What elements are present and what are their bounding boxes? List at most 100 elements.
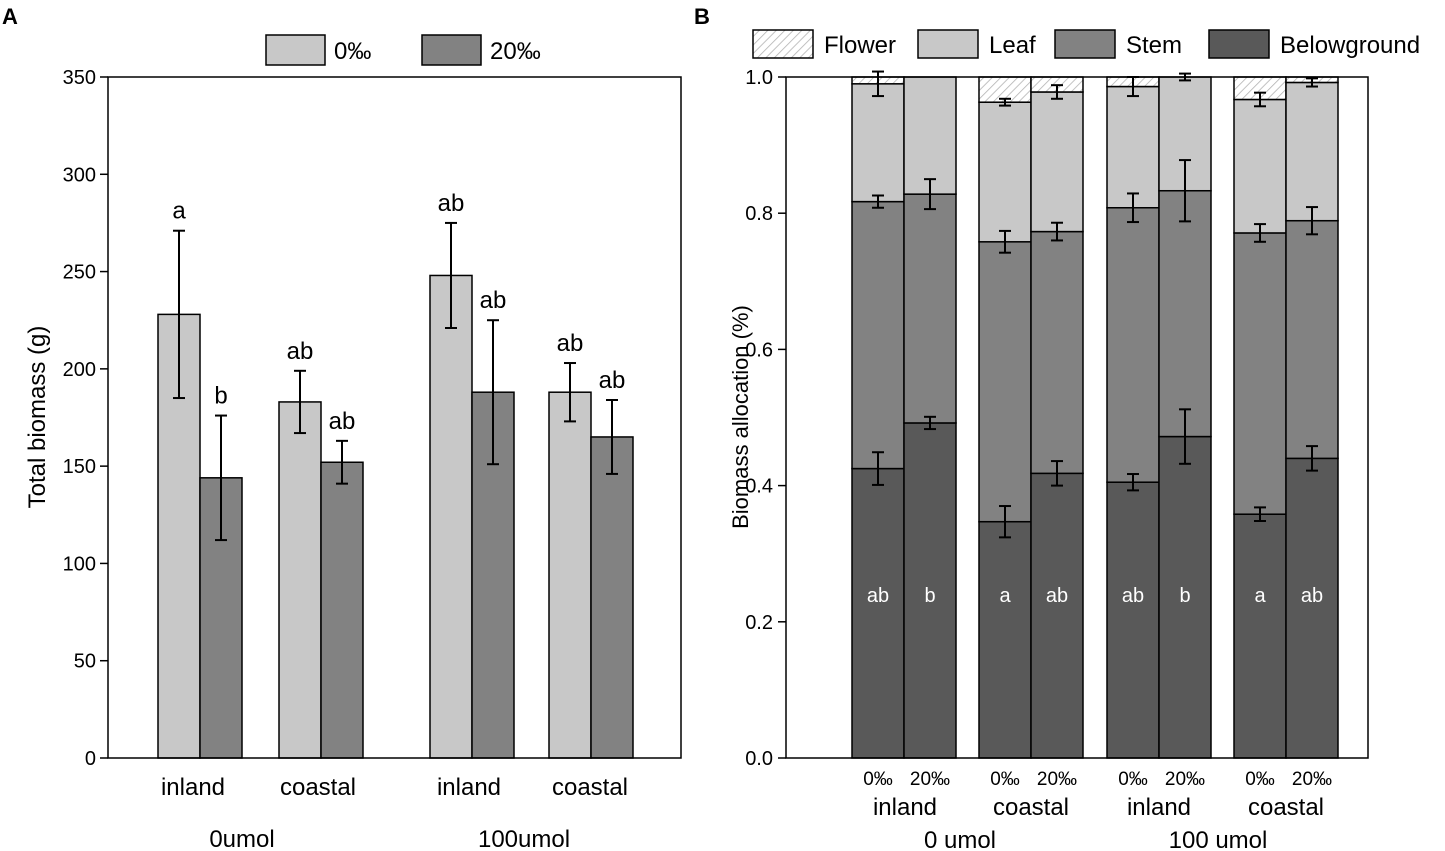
panel-a-y-tick-label-5: 250: [63, 262, 96, 284]
panel-a-x-label-coastal-0umol: coastal: [280, 774, 356, 801]
panel-a-letter-s1-c0: b: [214, 383, 227, 410]
panel-a-letter-s0-c1: ab: [287, 338, 314, 365]
panel-b-letter-0: ab: [867, 585, 889, 607]
panel-b-bar-7-leaf: [1285, 81, 1339, 222]
panel-b-bar-0-stem: [851, 200, 905, 470]
panel-a-letter-s0-c2: ab: [438, 190, 465, 217]
panel-b-bar-label-2: 0‰: [990, 769, 1020, 790]
panel-a-letter-s1-c2: ab: [480, 287, 507, 314]
panel-b-bar-3-stem: [1030, 230, 1084, 475]
panel-b-y-tick-label-5: 1.0: [745, 67, 773, 89]
panel-b-x-axis-labels: inland coastal inland coastal 0 umol 100…: [873, 794, 1324, 851]
panel-a-bars: [157, 274, 634, 759]
panel-b-letter-3: ab: [1046, 585, 1068, 607]
panel-a-y-tick-label-6: 300: [63, 164, 96, 186]
panel-b-bar-6-belowground: [1233, 513, 1287, 759]
panel-a-y-tick-label-1: 50: [74, 651, 96, 673]
panel-b-y-tick-label-3: 0.6: [745, 339, 773, 361]
panel-b-bar-6-leaf: [1233, 98, 1287, 234]
legend-swatch-stem: [1054, 29, 1116, 59]
legend-swatch-20-permil: [421, 34, 482, 66]
panel-b-legend: Flower Leaf Stem Belowground: [752, 29, 1420, 59]
panel-a-y-tick-label-3: 150: [63, 456, 96, 478]
legend-label-20-permil: 20‰: [490, 38, 541, 65]
panel-b-letter-5: b: [1179, 585, 1190, 607]
panel-b-bar-5-belowground: [1158, 435, 1212, 759]
panel-b-x-label-inland-0umol: inland: [873, 794, 937, 821]
panel-b-bar-3-leaf: [1030, 91, 1084, 233]
panel-b-bar-label-1: 20‰: [910, 769, 950, 790]
panel-b-x-label-coastal-0umol: coastal: [993, 794, 1069, 821]
panel-b-letter-6: a: [1254, 585, 1266, 607]
legend-swatch-leaf: [917, 29, 979, 59]
panel-b-bar-1-stem: [903, 193, 957, 424]
panel-b-bar-label-7: 20‰: [1292, 769, 1332, 790]
panel-b-bar-4-stem: [1106, 207, 1160, 483]
legend-label-0-permil: 0‰: [334, 38, 371, 65]
panel-b-bar-labels: 0‰ 20‰ 0‰ 20‰ 0‰ 20‰ 0‰ 20‰: [863, 769, 1332, 790]
panel-b-y-ticks: 0.0 0.2 0.4 0.6 0.8 1.0: [745, 67, 786, 770]
panel-a-label: A: [2, 4, 18, 29]
panel-a-x-label-inland-100umol: inland: [437, 774, 501, 801]
panel-b-bar-5-stem: [1158, 189, 1212, 438]
panel-b-bar-0-leaf: [851, 83, 905, 203]
panel-b-y-tick-label-2: 0.4: [745, 476, 773, 498]
panel-a: A Total biomass (g) 0‰ 20‰ 0 50 100 150 200 2…: [2, 4, 682, 851]
panel-b-y-tick-label-4: 0.8: [745, 203, 773, 225]
panel-a-x-axis-labels: inland coastal inland coastal 0umol 100u…: [161, 774, 628, 851]
panel-b-bar-7-belowground: [1285, 457, 1339, 759]
legend-label-flower: Flower: [824, 32, 896, 59]
panel-b-bar-4-belowground: [1106, 481, 1160, 759]
panel-b-letter-4: ab: [1122, 585, 1144, 607]
panel-b-letter-1: b: [924, 585, 935, 607]
panel-b-bar-label-3: 20‰: [1037, 769, 1077, 790]
panel-b-y-tick-label-1: 0.2: [745, 612, 773, 634]
panel-b-bar-2-belowground: [978, 520, 1032, 759]
panel-a-y-tick-label-0: 0: [85, 748, 96, 770]
panel-b-bar-0-belowground: [851, 467, 905, 759]
panel-b-bar-label-4: 0‰: [1118, 769, 1148, 790]
panel-a-legend: 0‰ 20‰: [265, 34, 541, 66]
panel-b-bar-label-0: 0‰: [863, 769, 893, 790]
legend-swatch-flower: [752, 29, 814, 59]
panel-a-bar-s1-c3: [590, 436, 634, 759]
panel-a-bar-s0-c2: [429, 274, 473, 759]
panel-b-bar-label-5: 20‰: [1165, 769, 1205, 790]
legend-label-belowground: Belowground: [1280, 32, 1420, 59]
panel-a-y-tick-label-7: 350: [63, 67, 96, 89]
panel-b-error-bars: [872, 70, 1318, 539]
panel-b-bar-1-leaf: [903, 76, 957, 195]
panel-a-y-tick-label-4: 200: [63, 359, 96, 381]
panel-b-bar-label-6: 0‰: [1245, 769, 1275, 790]
legend-swatch-0-permil: [265, 34, 326, 66]
panel-a-y-axis-title: Total biomass (g): [24, 326, 51, 509]
panel-b-group-label-100umol: 100 umol: [1169, 827, 1268, 851]
panel-b-y-axis-title: Biomass allocation (%): [728, 305, 753, 529]
panel-b-bar-4-leaf: [1106, 85, 1160, 209]
panel-b-bar-7-stem: [1285, 219, 1339, 460]
panel-b-bar-6-stem: [1233, 232, 1287, 515]
panel-b-letter-7: ab: [1301, 585, 1323, 607]
panel-b-group-label-0umol: 0 umol: [924, 827, 996, 851]
panel-a-y-ticks: 0 50 100 150 200 250 300 350: [63, 67, 108, 770]
panel-a-x-label-coastal-100umol: coastal: [552, 774, 628, 801]
panel-b-plot-frame: [785, 76, 1369, 759]
panel-b: B Biomass allocation (%) Flower Leaf Ste…: [694, 4, 1420, 851]
panel-a-bar-s0-c1: [278, 401, 322, 759]
panel-b-significance-letters: ab b a ab ab b a ab: [867, 585, 1323, 607]
legend-label-leaf: Leaf: [989, 32, 1036, 59]
panel-b-bar-2-stem: [978, 241, 1032, 523]
panel-a-bar-s1-c1: [320, 461, 364, 759]
panel-a-bar-s0-c3: [548, 391, 592, 759]
panel-b-letter-2: a: [999, 585, 1011, 607]
legend-swatch-belowground: [1208, 29, 1270, 59]
panel-b-y-tick-label-0: 0.0: [745, 748, 773, 770]
legend-label-stem: Stem: [1126, 32, 1182, 59]
panel-a-plot-frame: [107, 76, 682, 759]
panel-b-bar-1-belowground: [903, 422, 957, 759]
panel-b-bar-2-leaf: [978, 101, 1032, 243]
panel-a-y-tick-label-2: 100: [63, 553, 96, 575]
panel-a-letter-s0-c3: ab: [557, 330, 584, 357]
